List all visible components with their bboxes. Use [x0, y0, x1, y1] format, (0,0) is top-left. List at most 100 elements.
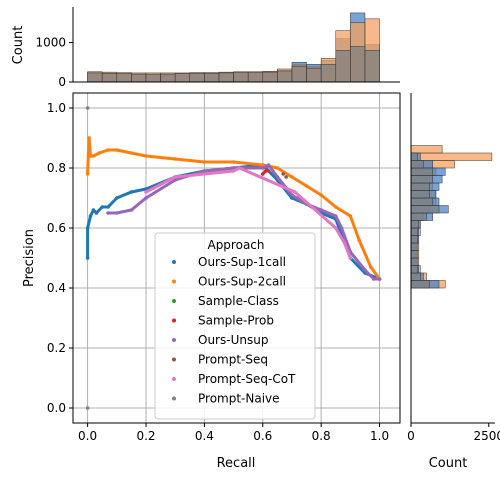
- histogram-bar: [410, 227, 418, 236]
- histogram-bar: [364, 50, 380, 83]
- legend-marker: [172, 338, 176, 342]
- legend: Approach Ours-Sup-1call Ours-Sup-2call Sam…: [154, 232, 316, 420]
- data-point: [114, 196, 119, 200]
- histogram-bar: [306, 67, 322, 83]
- data-point: [114, 148, 119, 152]
- legend-title: Approach: [207, 238, 264, 252]
- legend-marker: [172, 357, 176, 362]
- data-point: [100, 205, 104, 209]
- data-point: [91, 154, 96, 158]
- data-point: [106, 148, 110, 152]
- data-point: [144, 196, 148, 200]
- data-point: [371, 277, 376, 281]
- data-point: [231, 160, 236, 164]
- histogram-bar: [410, 182, 430, 191]
- histogram-bar: [174, 73, 191, 83]
- data-point: [266, 169, 271, 173]
- right-hist-series-ours-unsup: [410, 152, 440, 289]
- legend-label: Sample-Prob: [198, 314, 274, 328]
- data-point: [263, 169, 268, 173]
- legend-label: Prompt-Naive: [198, 392, 280, 406]
- data-point: [260, 166, 265, 170]
- data-point: [85, 256, 90, 260]
- data-point: [85, 172, 90, 176]
- histogram-bar: [410, 257, 418, 266]
- data-point: [87, 136, 91, 140]
- histogram-bar: [335, 50, 351, 83]
- y-tick-label: 0.6: [47, 221, 66, 235]
- histogram-bar: [410, 175, 434, 184]
- x-tick-label: 1.0: [370, 429, 389, 443]
- series-line: [86, 136, 381, 280]
- histogram-bar: [410, 265, 418, 274]
- histogram-bar: [410, 205, 440, 214]
- data-point: [85, 106, 90, 110]
- histogram-bar: [350, 46, 366, 83]
- data-point: [319, 208, 323, 212]
- histogram-bar: [247, 72, 264, 83]
- data-point: [144, 154, 148, 158]
- histogram-bar: [410, 152, 418, 161]
- data-point: [348, 214, 353, 218]
- data-point: [173, 175, 177, 179]
- data-point: [333, 214, 338, 218]
- legend-item-ours-unsup: Ours-Unsup: [172, 333, 268, 347]
- histogram-bar: [87, 72, 103, 83]
- legend-marker: [172, 299, 176, 303]
- histogram-bar: [204, 73, 220, 83]
- data-point: [85, 406, 90, 410]
- legend-item-ours-sup-2call: Ours-Sup-2call: [172, 275, 286, 289]
- right-hist-tick-label: 0: [407, 429, 415, 443]
- y-tick-label: 0.8: [47, 161, 66, 175]
- histogram-bar: [277, 70, 293, 83]
- histogram-bar: [131, 73, 147, 83]
- histogram-bar: [160, 73, 176, 83]
- legend-label: Ours-Unsup: [198, 333, 268, 347]
- data-point: [363, 268, 367, 272]
- x-tick-label: 0.2: [136, 429, 155, 443]
- data-point: [260, 172, 265, 176]
- legend-marker: [172, 260, 176, 264]
- data-point: [319, 193, 323, 197]
- histogram-bar: [410, 167, 434, 176]
- histogram-bar: [410, 190, 430, 199]
- data-point: [290, 175, 294, 179]
- legend-item-sample-prob: Sample-Prob: [172, 314, 274, 328]
- histogram-bar: [410, 145, 443, 154]
- y-tick-label: 1.0: [47, 101, 66, 115]
- legend-label: Sample-Class: [198, 294, 279, 308]
- series-prompt-seq: [281, 172, 288, 179]
- legend-marker: [172, 279, 176, 284]
- x-axis-label: Recall: [217, 456, 256, 471]
- series-line: [145, 166, 352, 259]
- legend-item-prompt-seq-cot: Prompt-Seq-CoT: [172, 372, 296, 386]
- data-point: [377, 277, 382, 281]
- data-point: [357, 238, 361, 242]
- legend-marker: [172, 318, 176, 323]
- data-point: [91, 208, 96, 212]
- data-point: [88, 154, 93, 158]
- data-point: [266, 163, 271, 167]
- data-point: [129, 190, 134, 194]
- series-prompt-seq-cot: [144, 166, 353, 260]
- main-plot-frame: [72, 92, 401, 424]
- data-point: [333, 205, 338, 209]
- histogram-bar: [218, 72, 234, 83]
- top-hist-tick-label: 0: [58, 75, 66, 89]
- data-point: [231, 169, 236, 173]
- data-point: [237, 166, 242, 170]
- x-tick-label: 0.0: [78, 429, 97, 443]
- data-point: [106, 205, 110, 209]
- histogram-bar: [410, 152, 493, 161]
- histogram-bar: [410, 220, 420, 229]
- series-prompt-naive: [85, 106, 90, 410]
- data-point: [173, 157, 177, 161]
- top-hist-series-ours-unsup: [87, 46, 380, 83]
- data-point: [106, 211, 110, 215]
- data-point: [94, 211, 99, 215]
- histogram-bar: [262, 71, 278, 83]
- histogram-bar: [410, 160, 424, 169]
- histogram-bar: [320, 63, 337, 83]
- y-axis-label: Precision: [22, 229, 37, 287]
